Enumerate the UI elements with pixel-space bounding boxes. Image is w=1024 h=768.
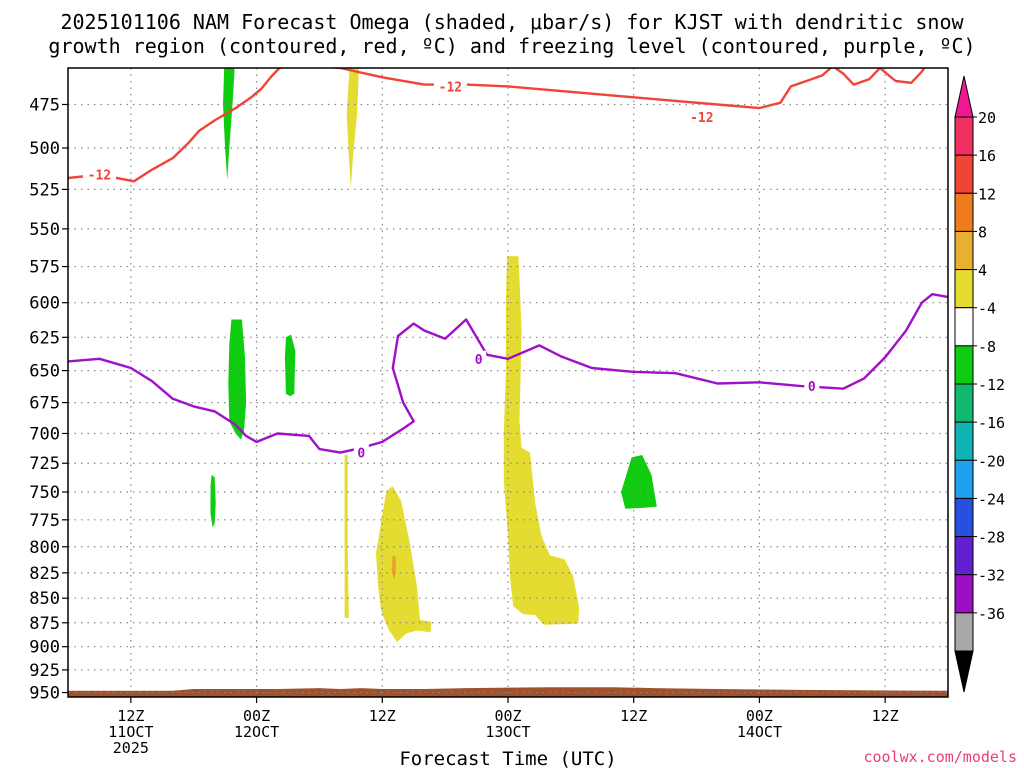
colorbar-swatch: [954, 574, 974, 614]
chart-title-line-1: 2025101106 NAM Forecast Omega (shaded, μ…: [60, 10, 964, 34]
colorbar-swatch: [954, 345, 974, 385]
y-tick-label: 675: [29, 394, 60, 414]
x-axis-title: Forecast Time (UTC): [399, 748, 616, 768]
contour-dgz-minus12c-line: [68, 68, 948, 183]
y-tick-label: 600: [29, 294, 60, 314]
omega-region-0: [223, 68, 235, 180]
colorbar-label: -4: [978, 300, 996, 318]
x-tick-label: 12Z: [369, 707, 396, 725]
contour-dgz-minus12c-label: -12: [88, 169, 111, 184]
colorbar-label: -20: [978, 452, 1005, 470]
y-tick-label: 725: [29, 454, 60, 474]
plot-layer: -12 -12 -12 0 0 0: [68, 68, 948, 697]
colorbar-top-arrow: [954, 75, 974, 118]
x-tick-label: 14OCT: [737, 723, 782, 741]
x-tick-label: 12Z: [117, 707, 144, 725]
y-tick-label: 700: [29, 424, 60, 444]
omega-region-7: [376, 486, 432, 642]
colorbar: 20 16 12 8 4 -4 -8 -12 -16 -20 -24 -28 -32 -36: [954, 75, 1005, 693]
colorbar-swatch: [954, 192, 974, 232]
contour-freezing-0c-label: 0: [475, 353, 483, 368]
colorbar-swatch: [954, 459, 974, 499]
colorbar-label: -16: [978, 414, 1005, 432]
x-tick-label: 12Z: [872, 707, 899, 725]
contour-freezing-0c-label: 0: [808, 380, 816, 395]
x-tick-label: 12OCT: [234, 723, 279, 741]
contour-freezing-0c-line: [68, 293, 948, 454]
colorbar-label: 20: [978, 109, 996, 127]
colorbar-label: -12: [978, 376, 1005, 394]
y-tick-label: 650: [29, 362, 60, 382]
y-tick-label: 925: [29, 661, 60, 681]
colorbar-label: -28: [978, 529, 1005, 547]
colorbar-label: 8: [978, 223, 987, 241]
omega-region-6: [344, 455, 349, 618]
y-tick-label: 950: [29, 684, 60, 704]
grid-lines: [68, 68, 948, 697]
x-tick-label: 12Z: [620, 707, 647, 725]
colorbar-swatch: [954, 307, 974, 347]
y-tick-label: 900: [29, 638, 60, 658]
omega-region-4: [210, 474, 216, 528]
y-tick-label: 500: [29, 139, 60, 159]
colorbar-label: 12: [978, 185, 996, 203]
colorbar-swatch: [954, 383, 974, 423]
colorbar-swatch: [954, 154, 974, 194]
contour-freezing-0c-label: 0: [357, 447, 365, 462]
colorbar-label: -24: [978, 490, 1005, 508]
colorbar-label: 4: [978, 262, 987, 280]
contour-dgz-minus12c-label: -12: [439, 80, 462, 95]
colorbar-label: -36: [978, 605, 1005, 623]
contour-dgz-minus12c-label: -12: [690, 111, 713, 126]
colorbar-label: -32: [978, 567, 1005, 585]
omega-region-8: [391, 555, 396, 580]
y-tick-label: 750: [29, 483, 60, 503]
omega-region-9: [503, 256, 580, 625]
colorbar-swatch: [954, 116, 974, 156]
colorbar-bottom-arrow: [954, 650, 974, 693]
y-tick-label: 575: [29, 258, 60, 278]
omega-region-5: [621, 455, 657, 509]
omega-region-3: [284, 334, 296, 397]
y-tick-label: 550: [29, 220, 60, 240]
colorbar-swatch: [954, 497, 974, 538]
x-tick-label: 13OCT: [485, 723, 530, 741]
omega-region-1: [346, 68, 359, 188]
x-tick-label: 2025: [113, 739, 149, 757]
colorbar-swatch: [954, 612, 974, 652]
y-tick-label: 775: [29, 511, 60, 531]
y-tick-label: 850: [29, 589, 60, 609]
colorbar-swatch: [954, 421, 974, 461]
contour-freezing-0c: 0 0 0: [68, 293, 948, 462]
watermark-text: coolwx.com/models: [863, 748, 1017, 766]
colorbar-label: 16: [978, 147, 996, 165]
y-tick-label: 875: [29, 614, 60, 634]
x-tick-label: 00Z: [746, 707, 773, 725]
x-tick-label: 00Z: [494, 707, 521, 725]
contour-dgz-minus12c: -12 -12 -12: [68, 68, 948, 184]
colorbar-swatch: [954, 230, 974, 271]
x-tick-label: 11OCT: [108, 723, 153, 741]
colorbar-swatch: [954, 536, 974, 576]
y-tick-label: 625: [29, 328, 60, 348]
colorbar-label: -8: [978, 338, 996, 356]
chart-title-line-2: growth region (contoured, red, ºC) and f…: [48, 34, 976, 58]
y-tick-label: 525: [29, 180, 60, 200]
y-tick-label: 800: [29, 538, 60, 558]
omega-region-2: [228, 319, 247, 440]
y-axis: 475 500 525 550 575 600 625 650 675 700 725 750 775 8…: [29, 95, 68, 704]
colorbar-swatch: [954, 269, 974, 309]
y-tick-label: 825: [29, 564, 60, 584]
y-tick-label: 475: [29, 95, 60, 115]
x-tick-label: 00Z: [243, 707, 270, 725]
